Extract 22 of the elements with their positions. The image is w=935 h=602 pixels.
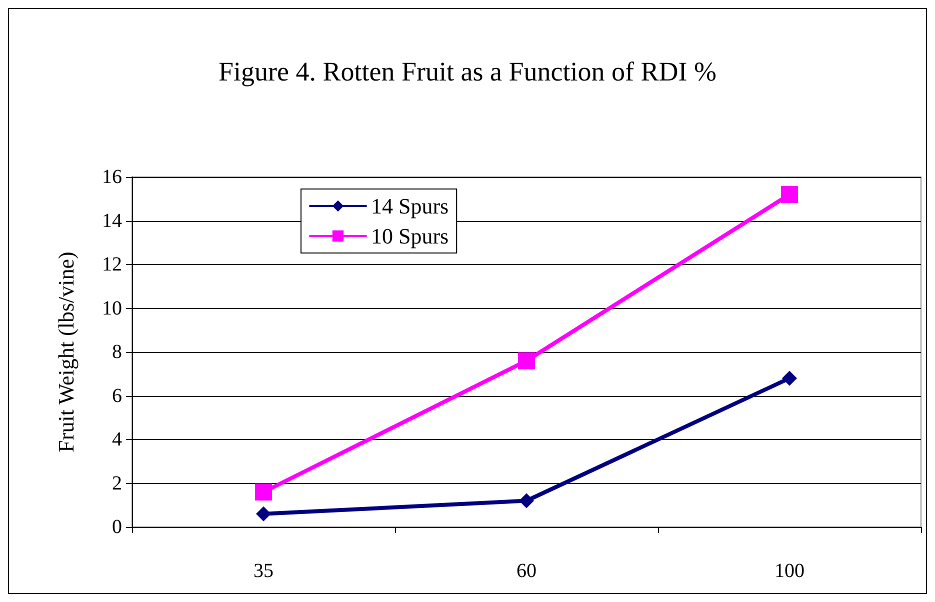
x-tick-label: 35	[254, 560, 274, 582]
y-tick-label: 0	[112, 516, 122, 538]
legend-label: 10 Spurs	[371, 224, 449, 248]
y-axis-title: Fruit Weight (lbs/vine)	[54, 252, 78, 452]
legend-label: 14 Spurs	[371, 194, 449, 218]
point	[782, 370, 797, 386]
y-tick-label: 14	[102, 210, 122, 232]
x-tick-label: 60	[516, 560, 536, 582]
point	[781, 186, 798, 203]
y-tick-label: 12	[102, 254, 122, 276]
y-tick-label: 6	[112, 384, 122, 407]
y-tick-label: 10	[102, 297, 122, 320]
point	[256, 506, 271, 522]
y-tick-label: 2	[112, 472, 122, 494]
point	[518, 352, 535, 370]
y-tick-label: 4	[112, 428, 122, 450]
point	[255, 484, 272, 500]
y-tick-label: 16	[102, 166, 122, 188]
point	[519, 493, 534, 508]
y-tick-label: 8	[112, 341, 122, 363]
chart-title: Figure 4. Rotten Fruit as a Function of RDI %	[218, 56, 716, 86]
x-tick-label: 100	[774, 560, 804, 582]
